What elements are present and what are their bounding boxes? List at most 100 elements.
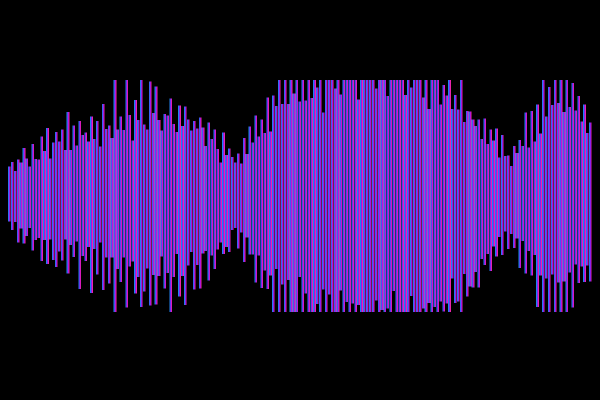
waveform-bar (301, 80, 305, 312)
waveform-bar (81, 134, 84, 256)
waveform-bar (307, 80, 310, 312)
waveform-bar (184, 106, 187, 305)
waveform-bar (239, 163, 243, 233)
waveform-bar (348, 80, 352, 312)
waveform-bar (512, 145, 516, 249)
waveform-bar (580, 121, 583, 267)
waveform-bar (78, 120, 82, 290)
waveform-bar (90, 116, 93, 293)
waveform-bar (574, 110, 577, 265)
waveform-bar (84, 132, 87, 262)
waveform-bar (330, 80, 334, 312)
waveform-bar (157, 119, 161, 277)
waveform-bar (148, 81, 152, 306)
waveform-bar (289, 80, 293, 312)
waveform-bar (371, 80, 375, 312)
waveform-bar (119, 116, 123, 283)
waveform-bar (368, 80, 372, 312)
waveform-bar (550, 104, 554, 275)
waveform-bar (292, 93, 296, 312)
waveform-bar (31, 144, 35, 251)
waveform-bar (87, 141, 90, 248)
waveform-bar (433, 80, 437, 307)
waveform-bar (454, 95, 457, 304)
waveform-bar (275, 105, 278, 270)
waveform-bar (37, 159, 40, 238)
waveform-bar (8, 166, 11, 222)
waveform-bar (213, 129, 217, 270)
waveform-bar (254, 115, 258, 283)
waveform-bar (424, 80, 428, 312)
waveform-bar (248, 126, 252, 255)
waveform-bar (583, 104, 586, 283)
waveform-bar (310, 97, 313, 312)
waveform-bar (556, 102, 560, 283)
waveform-bar (392, 80, 396, 291)
waveform-bar (216, 149, 219, 250)
waveform-bar (480, 139, 484, 259)
waveform-bar (75, 145, 79, 242)
waveform-bar (383, 80, 387, 312)
waveform-bar (154, 86, 158, 305)
waveform-bar (363, 80, 366, 312)
waveform-bar (366, 80, 369, 312)
waveform-bar (360, 80, 363, 312)
waveform-bar (228, 148, 231, 253)
waveform-bar (172, 123, 175, 277)
waveform-bar (568, 106, 572, 273)
waveform-bar (506, 155, 510, 249)
waveform-bar (210, 138, 214, 256)
waveform-bar (263, 133, 266, 271)
waveform-bar (260, 119, 263, 288)
waveform-bar (530, 110, 533, 276)
waveform-bar (169, 98, 173, 313)
waveform-bar (122, 130, 126, 258)
waveform-bar-group (8, 80, 592, 313)
waveform-bar (477, 119, 481, 288)
waveform-bar (304, 100, 307, 294)
waveform-bar (448, 80, 451, 312)
waveform-bar (559, 80, 563, 312)
waveform-bar (503, 155, 507, 232)
waveform-bar (407, 80, 410, 312)
waveform-bar (515, 152, 519, 239)
waveform-bar (483, 118, 487, 266)
waveform-bar (251, 142, 255, 255)
waveform-bar (207, 122, 211, 281)
waveform-bar (486, 143, 489, 254)
waveform-bar (571, 82, 575, 308)
waveform-bar (395, 80, 398, 312)
waveform-bar (113, 80, 117, 312)
waveform-bar (586, 133, 589, 266)
waveform-bar (445, 95, 448, 304)
waveform-bar (93, 139, 96, 249)
waveform-bar (181, 126, 184, 277)
waveform-bar (10, 162, 14, 230)
waveform-bar (345, 80, 349, 302)
waveform-bar (116, 129, 120, 269)
waveform-bar (43, 150, 46, 241)
waveform-bar (57, 141, 61, 252)
waveform-bar (377, 80, 381, 312)
waveform-bar (198, 117, 202, 289)
waveform-bar (421, 97, 425, 309)
waveform-bar (524, 112, 528, 274)
waveform-bar (204, 146, 208, 251)
waveform-bar (22, 148, 26, 244)
waveform-bar (430, 80, 434, 312)
waveform-bar (327, 80, 331, 295)
waveform-bar (509, 165, 513, 235)
waveform-bar (322, 112, 325, 290)
waveform-bar (295, 80, 299, 312)
waveform-bar (245, 154, 249, 238)
waveform-bar (442, 85, 445, 312)
waveform-bar (553, 80, 557, 312)
waveform-bar (459, 80, 463, 312)
waveform-bar (451, 109, 454, 279)
waveform-bar (225, 154, 228, 248)
waveform-bar (527, 147, 531, 251)
waveform-bar (49, 158, 52, 240)
waveform-bar (63, 149, 67, 240)
